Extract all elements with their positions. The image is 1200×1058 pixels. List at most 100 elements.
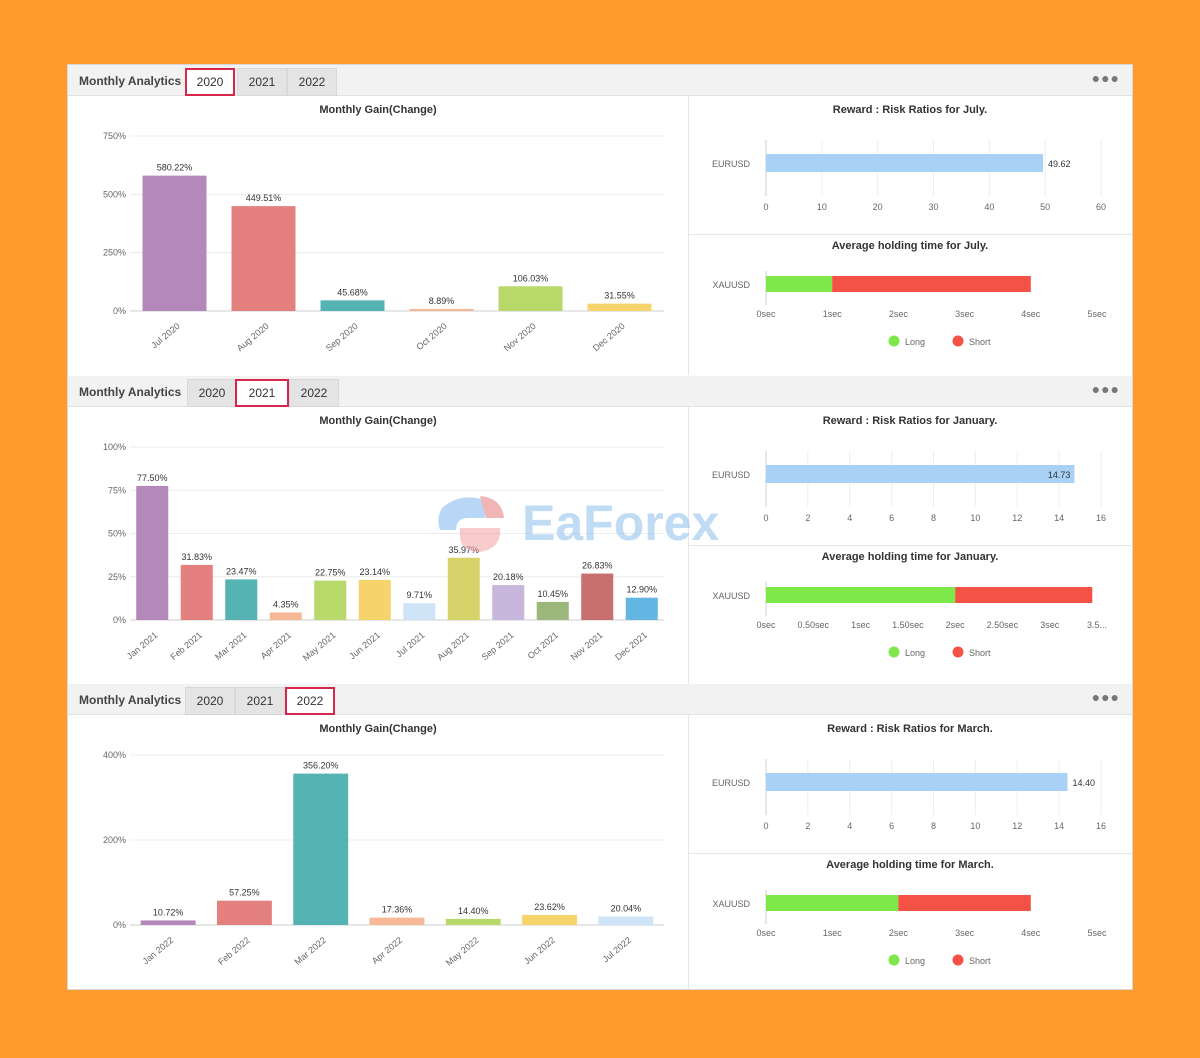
gain-bar [587, 303, 652, 311]
x-tick-label: 2sec [946, 620, 966, 630]
tab-2022[interactable]: 2022 [285, 687, 335, 715]
data-label: 26.83% [582, 561, 613, 571]
x-tick-label: Sep 2021 [480, 630, 516, 662]
monthly-analytics-panel-2020: Monthly Analytics 2020 2021 2022 ●●● Mon… [68, 65, 1132, 375]
more-dots-icon[interactable]: ●●● [1091, 70, 1120, 86]
data-label: 14.40 [1073, 778, 1096, 788]
gain-bar [180, 564, 213, 620]
data-label: 449.51% [246, 193, 282, 203]
x-tick-label: Aug 2020 [235, 321, 271, 353]
data-label: 23.62% [534, 902, 565, 912]
data-label: 23.14% [359, 567, 390, 577]
x-tick-label: 1sec [823, 309, 843, 319]
data-label: 12.90% [626, 585, 657, 595]
x-tick-label: 16 [1096, 513, 1106, 523]
tab-2022[interactable]: 2022 [287, 68, 337, 96]
chart-title: Monthly Gain(Change) [319, 104, 437, 116]
tab-2021[interactable]: 2021 [235, 687, 285, 715]
x-tick-label: 3sec [1040, 620, 1060, 630]
monthly-gain-chart: Monthly Gain(Change) 750% 500% 250% 0% 580.22… [103, 104, 664, 353]
x-tick-label: 20 [873, 202, 883, 212]
panel-title: Monthly Analytics [79, 693, 182, 707]
gain-bar [409, 308, 474, 311]
x-tick-label: Sep 2020 [324, 321, 360, 353]
tab-2020[interactable]: 2020 [187, 379, 237, 407]
monthly-analytics-panel-2022: Monthly Analytics 2020 2021 2022 ●●● Mon… [68, 684, 1132, 989]
panel-header: Monthly Analytics 2020 2021 2022 ●●● [68, 65, 1132, 96]
monthly-gain-chart: Monthly Gain(Change) 400% 200% 0% 10.72% Jan … [103, 723, 664, 968]
chart-title: Monthly Gain(Change) [319, 723, 437, 735]
legend-short-label: Short [969, 337, 991, 347]
x-tick-label: 3sec [955, 928, 975, 938]
panel-header: Monthly Analytics 2020 2021 2022 ●●● [68, 684, 1132, 715]
gain-bar [581, 573, 614, 620]
x-tick-label: Dec 2021 [613, 630, 649, 662]
category-label: XAUUSD [712, 899, 750, 909]
data-label: 106.03% [513, 273, 549, 283]
more-dots-icon[interactable]: ●●● [1091, 689, 1120, 705]
eaforex-watermark: EaForex [438, 495, 720, 552]
x-tick-label: Aug 2021 [435, 630, 471, 662]
data-label: 8.89% [429, 296, 455, 306]
legend-short-icon [952, 954, 964, 966]
gain-bar [498, 286, 563, 311]
gain-bar [358, 579, 391, 620]
legend-short-icon [952, 646, 964, 658]
x-tick-label: 6 [889, 821, 894, 831]
legend-long-label: Long [905, 337, 925, 347]
gain-bar [136, 485, 169, 620]
x-tick-label: 16 [1096, 821, 1106, 831]
x-tick-label: 1.50sec [892, 620, 924, 630]
x-tick-label: Apr 2021 [259, 630, 293, 661]
data-label: 14.73 [1048, 470, 1071, 480]
y-tick-label: 200% [103, 835, 126, 845]
chart-title: Average holding time for July. [832, 240, 988, 252]
gain-bar [598, 916, 654, 925]
tab-2021[interactable]: 2021 [235, 379, 289, 407]
long-bar [766, 587, 956, 603]
data-label: 4.35% [273, 599, 299, 609]
x-tick-label: 3sec [955, 309, 975, 319]
data-label: 10.45% [537, 589, 568, 599]
tab-2021[interactable]: 2021 [237, 68, 287, 96]
data-label: 45.68% [337, 287, 368, 297]
tab-2020[interactable]: 2020 [185, 687, 235, 715]
reward-risk-bar [766, 154, 1044, 172]
data-label: 31.55% [604, 291, 635, 301]
x-tick-label: 4sec [1021, 928, 1041, 938]
x-tick-label: May 2021 [301, 630, 338, 663]
x-tick-label: 3.5... [1087, 620, 1107, 630]
y-tick-label: 0% [113, 615, 126, 625]
x-tick-label: 8 [931, 513, 936, 523]
x-tick-label: Apr 2022 [370, 935, 404, 966]
panel-body: Monthly Gain(Change) 750% 500% 250% 0% 580.22… [68, 96, 1132, 375]
legend-long-label: Long [905, 956, 925, 966]
x-tick-label: Jul 2020 [149, 321, 181, 351]
holding-time-chart: Average holding time for July. 0sec 1sec 2s… [712, 240, 1107, 347]
gain-bar [536, 601, 569, 620]
y-tick-label: 400% [103, 750, 126, 760]
panel-body: Monthly Gain(Change) 100% 75% 50% 25% 0% 77.50… [68, 407, 1132, 684]
x-tick-label: Feb 2021 [168, 630, 204, 662]
x-tick-label: 60 [1096, 202, 1106, 212]
reward-risk-bar [766, 773, 1068, 791]
panel-header: Monthly Analytics 2020 2021 2022 ●●● [68, 376, 1132, 407]
gain-bar [314, 580, 347, 620]
x-tick-label: 5sec [1087, 309, 1107, 319]
category-label: XAUUSD [712, 591, 750, 601]
tab-2020[interactable]: 2020 [185, 68, 235, 96]
legend-short-label: Short [969, 956, 991, 966]
gain-bar [492, 585, 525, 620]
data-label: 356.20% [303, 761, 339, 771]
x-tick-label: Mar 2022 [292, 935, 328, 967]
more-dots-icon[interactable]: ●●● [1091, 381, 1120, 397]
x-tick-label: 4 [847, 513, 852, 523]
x-tick-label: 10 [817, 202, 827, 212]
gain-bar [445, 918, 501, 925]
data-label: 57.25% [229, 888, 260, 898]
short-bar [955, 587, 1093, 603]
reward-risk-bar [766, 465, 1075, 483]
tab-2022[interactable]: 2022 [289, 379, 339, 407]
y-tick-label: 0% [113, 920, 126, 930]
x-tick-label: 0 [763, 821, 768, 831]
